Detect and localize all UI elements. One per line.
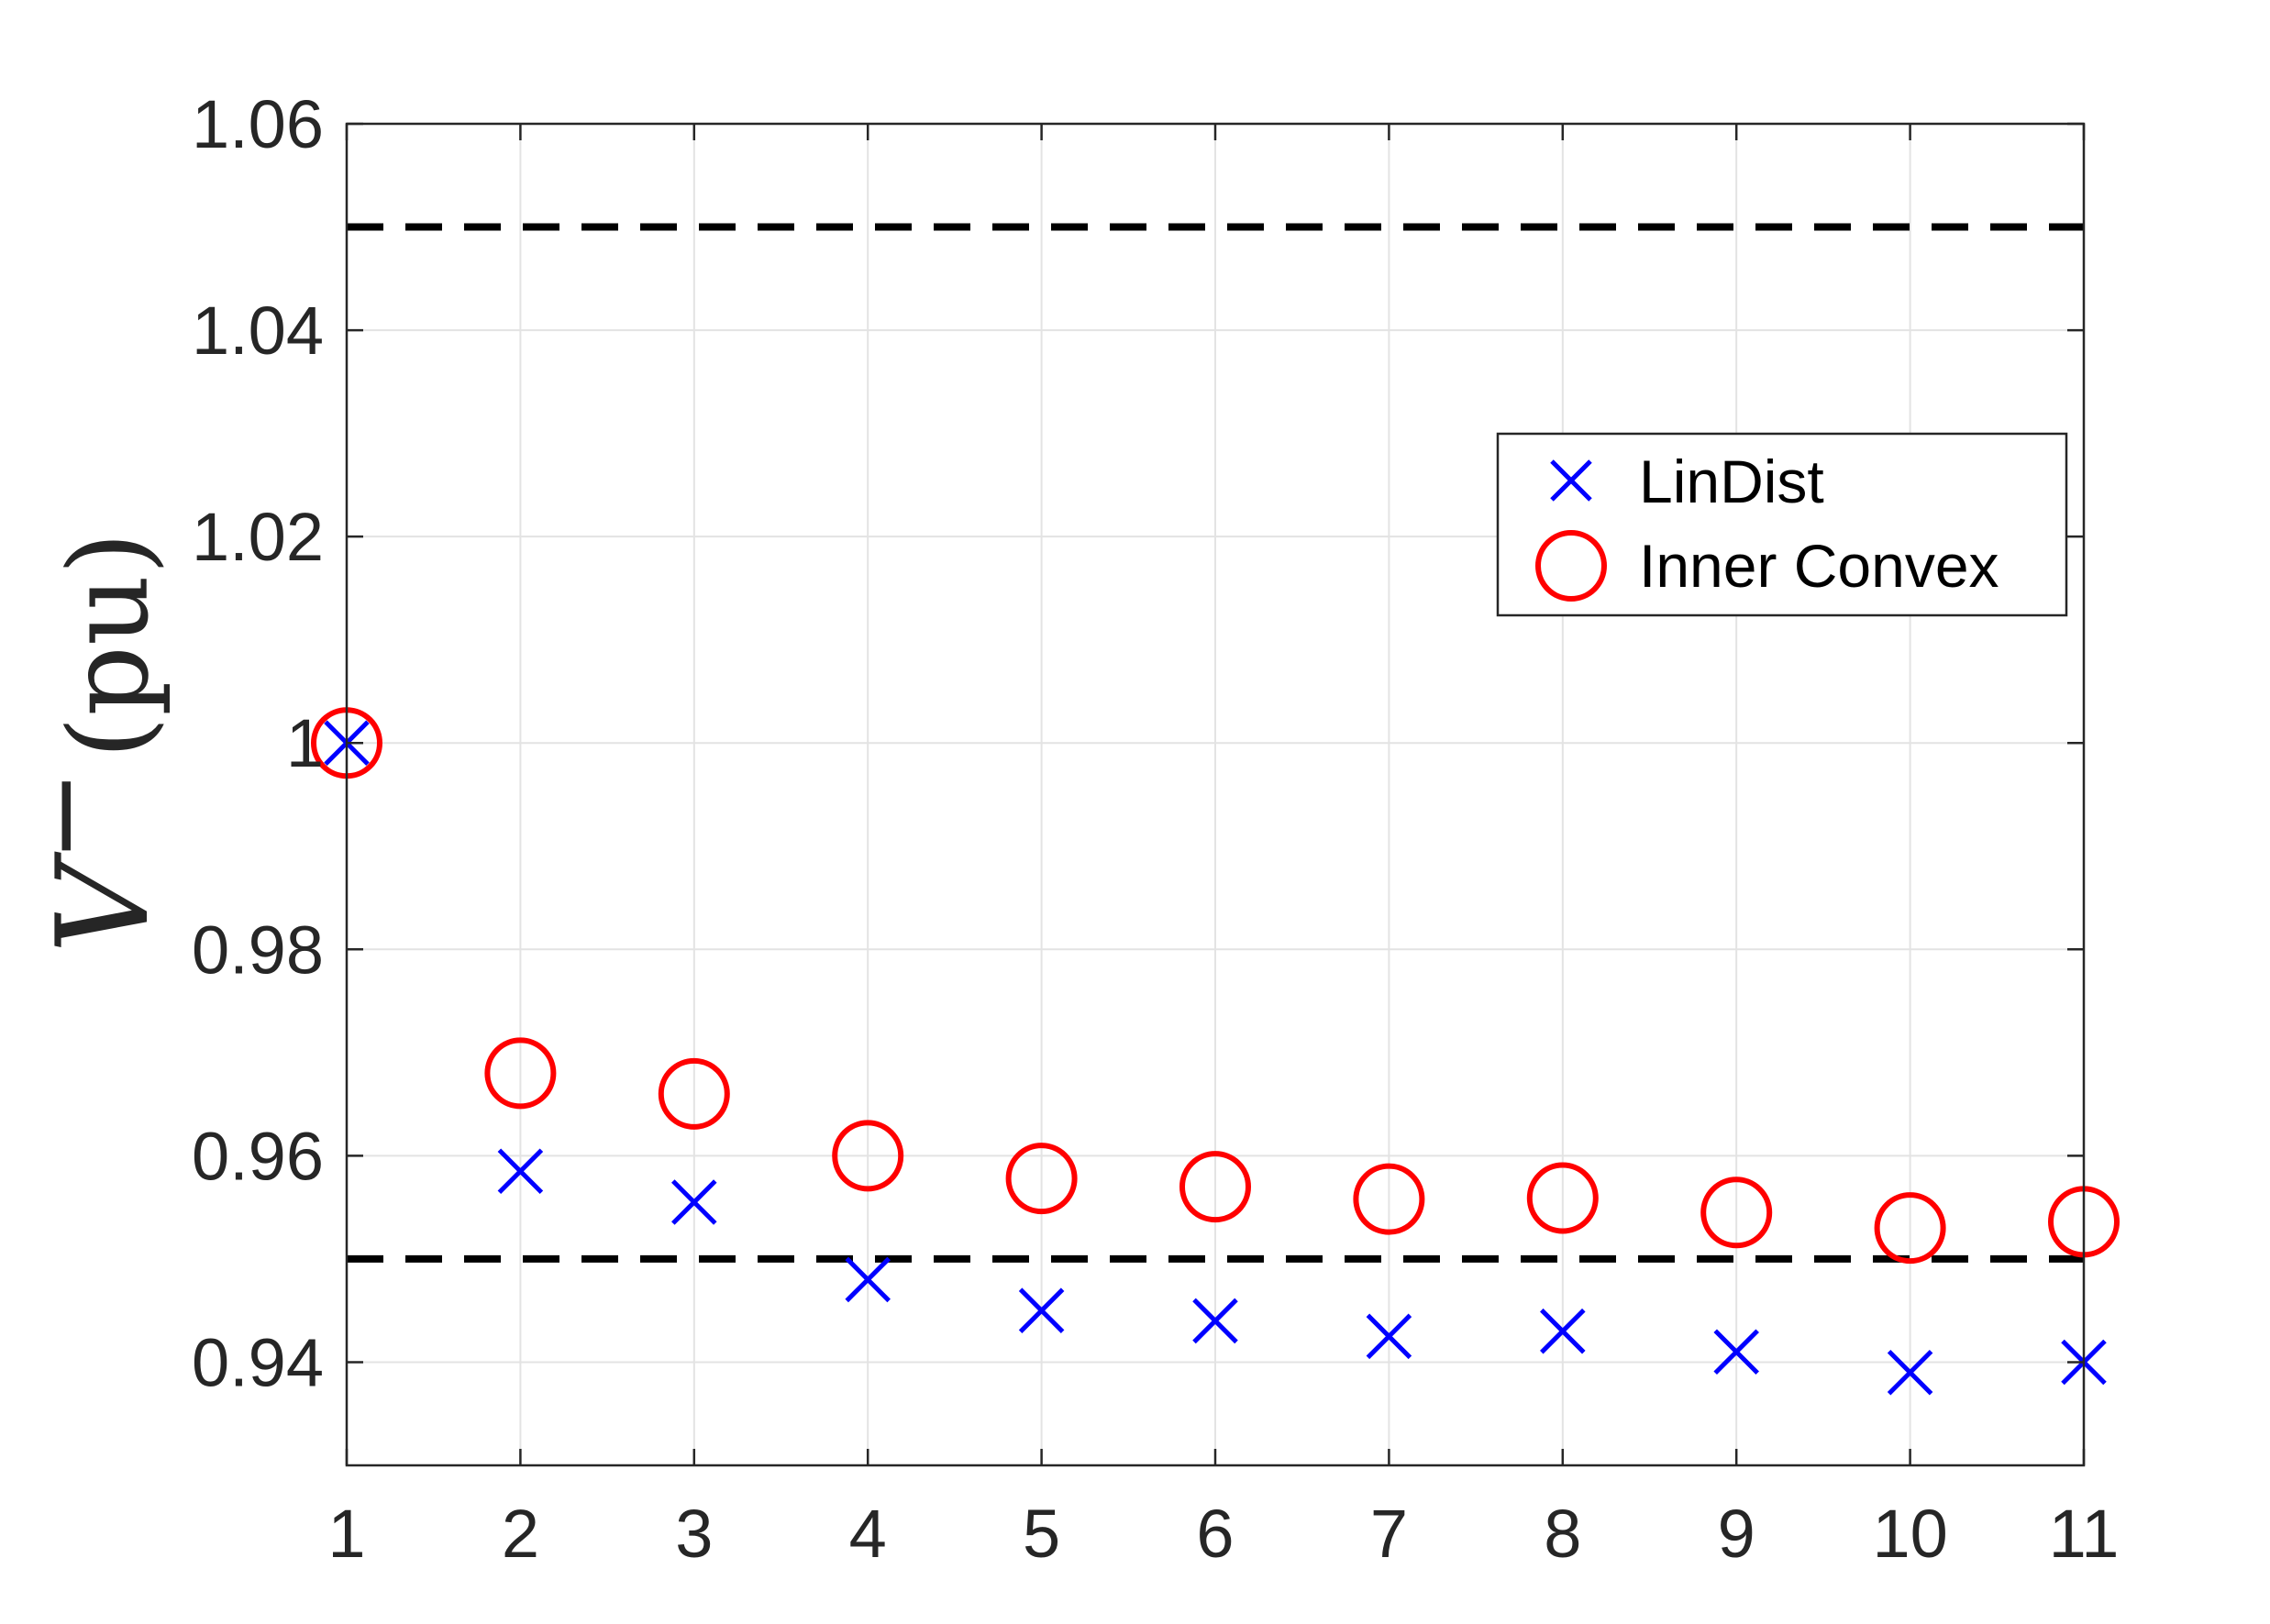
legend-label-inner-convex: Inner Convex bbox=[1639, 532, 1999, 600]
series-lindist bbox=[324, 720, 2107, 1396]
x-tick-label: 3 bbox=[675, 1496, 713, 1572]
y-tick-label: 1.04 bbox=[192, 293, 324, 369]
legend-entry-lindist: LinDist bbox=[1550, 447, 1824, 515]
x-tick-label: 10 bbox=[1872, 1496, 1947, 1572]
y-tick-label: 0.98 bbox=[192, 911, 324, 988]
data-point-x bbox=[1887, 1349, 1933, 1396]
y-tick-label: 0.96 bbox=[192, 1118, 324, 1194]
legend-marker-x bbox=[1550, 459, 1592, 502]
x-tick-label: 8 bbox=[1544, 1496, 1581, 1572]
legend-marker-circle bbox=[1535, 530, 1607, 602]
x-tick-label: 5 bbox=[1023, 1496, 1060, 1572]
x-tick-labels: 1 2 3 4 5 6 7 8 9 10 11 bbox=[327, 1496, 2119, 1572]
legend: LinDist Inner Convex bbox=[1496, 432, 2068, 617]
axis-ticks bbox=[345, 122, 2086, 1465]
y-tick-label: 0.94 bbox=[192, 1324, 324, 1400]
data-point-circle bbox=[1700, 1177, 1773, 1249]
y-tick-label: 1.02 bbox=[192, 499, 324, 575]
data-point-circle bbox=[832, 1120, 904, 1192]
x-tick-label: 4 bbox=[849, 1496, 887, 1572]
legend-entry-inner-convex: Inner Convex bbox=[1535, 530, 1999, 602]
data-point-x bbox=[1366, 1313, 1412, 1360]
series-inner-convex bbox=[311, 707, 2120, 1265]
data-point-x bbox=[1192, 1298, 1238, 1344]
y-tick-label: 1 bbox=[286, 705, 324, 781]
y-axis-label-superscript: − bbox=[0, 770, 127, 863]
x-tick-label: 2 bbox=[502, 1496, 539, 1572]
legend-box bbox=[1496, 432, 2068, 617]
data-series bbox=[311, 707, 2120, 1396]
x-tick-label: 7 bbox=[1370, 1496, 1408, 1572]
data-point-circle bbox=[484, 1037, 557, 1110]
data-point-x bbox=[1713, 1329, 1759, 1375]
x-tick-label: 11 bbox=[2049, 1496, 2120, 1572]
y-axis-label-unit: (pu) bbox=[46, 532, 173, 759]
data-point-x bbox=[1018, 1287, 1065, 1333]
y-axis-label-symbol: V bbox=[29, 851, 177, 954]
x-tick-label: 9 bbox=[1718, 1496, 1755, 1572]
x-tick-label: 6 bbox=[1196, 1496, 1234, 1572]
data-point-circle bbox=[658, 1057, 730, 1130]
data-point-x bbox=[671, 1179, 717, 1225]
data-point-circle bbox=[1874, 1192, 1946, 1265]
x-tick-label: 1 bbox=[327, 1496, 365, 1572]
data-point-x bbox=[497, 1148, 544, 1195]
y-tick-labels: 0.94 0.96 0.98 1 1.02 1.04 1.06 bbox=[192, 86, 324, 1400]
legend-label-lindist: LinDist bbox=[1639, 447, 1824, 515]
data-point-circle bbox=[1526, 1162, 1599, 1234]
data-point-circle bbox=[1353, 1163, 1425, 1235]
y-axis-label: V− (pu) bbox=[0, 532, 177, 954]
data-point-x bbox=[1540, 1308, 1586, 1354]
y-tick-label: 1.06 bbox=[192, 86, 324, 162]
data-point-x bbox=[845, 1256, 891, 1303]
data-point-circle bbox=[1179, 1151, 1251, 1223]
data-point-circle bbox=[1005, 1143, 1078, 1215]
